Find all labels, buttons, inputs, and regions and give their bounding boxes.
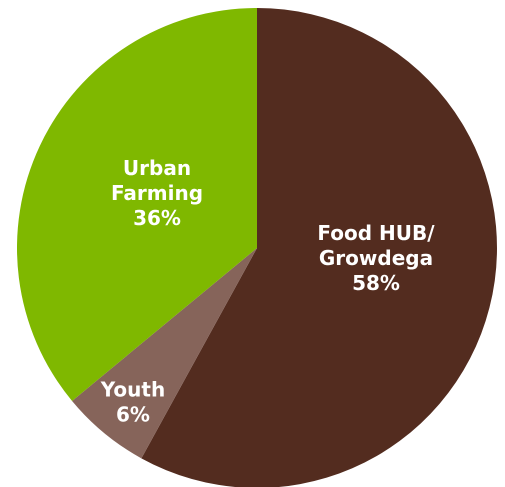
slice-percent-2: 36% <box>133 206 181 230</box>
slice-percent-1: 6% <box>116 403 150 427</box>
slice-percent-0: 58% <box>352 271 400 295</box>
pie-slice-1 <box>72 248 258 459</box>
pie-slices <box>16 8 497 487</box>
slice-label-line-1-0: Youth <box>100 378 165 402</box>
slice-label-2: Urban Farming 36% <box>111 156 203 230</box>
pie-slice-2 <box>16 8 257 401</box>
slice-label-line-2-1: Farming <box>111 181 203 205</box>
slice-label-line-2-0: Urban <box>123 156 191 180</box>
slice-label-line-0-0: Food HUB/ <box>317 221 435 245</box>
pie-slice-0 <box>141 8 497 487</box>
slice-label-line-0-1: Growdega <box>319 246 433 270</box>
pie-labels: Food HUB/Growdega 58% Youth 6% Urban Farming 3… <box>100 156 435 427</box>
slice-label-0: Food HUB/Growdega 58% <box>317 221 435 295</box>
slice-label-1: Youth 6% <box>100 378 165 427</box>
